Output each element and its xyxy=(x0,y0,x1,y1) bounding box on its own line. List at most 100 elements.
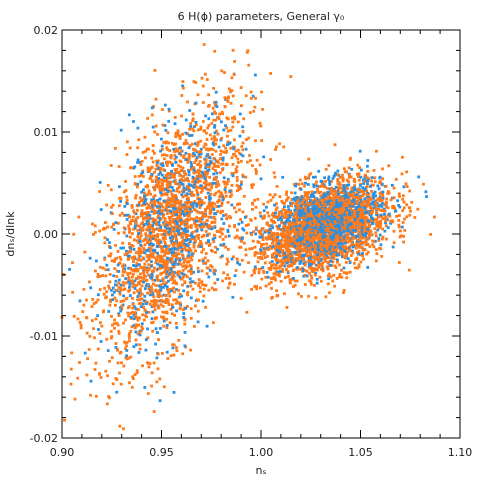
blue-point xyxy=(240,220,244,224)
blue-point xyxy=(325,212,329,216)
blue-point xyxy=(188,277,192,281)
orange-point xyxy=(331,252,334,255)
orange-point xyxy=(151,220,155,223)
orange-point xyxy=(308,250,312,254)
orange-point xyxy=(104,221,107,224)
orange-point xyxy=(225,257,229,261)
blue-point xyxy=(162,176,166,180)
blue-point xyxy=(181,209,184,213)
chart-title: 6 H(ϕ) parameters, General γ₀ xyxy=(178,10,345,23)
orange-point xyxy=(181,283,184,287)
orange-point xyxy=(155,159,159,163)
blue-point xyxy=(162,293,166,297)
blue-point xyxy=(99,340,103,343)
orange-point xyxy=(151,208,155,212)
orange-point xyxy=(154,299,158,302)
orange-point xyxy=(137,174,141,178)
orange-point xyxy=(182,188,186,192)
orange-point xyxy=(117,314,121,317)
orange-point xyxy=(231,116,234,120)
blue-point xyxy=(254,227,258,231)
orange-point xyxy=(184,141,188,145)
blue-point xyxy=(295,226,299,230)
blue-point xyxy=(105,263,109,267)
orange-point xyxy=(237,236,241,240)
orange-point xyxy=(333,264,337,268)
blue-point xyxy=(168,248,172,251)
orange-point xyxy=(134,269,138,273)
orange-point xyxy=(360,246,364,249)
orange-point xyxy=(205,272,209,276)
orange-point xyxy=(259,256,262,260)
orange-point xyxy=(376,224,379,228)
blue-point xyxy=(143,287,147,290)
orange-point xyxy=(238,208,241,212)
orange-point xyxy=(147,253,150,257)
blue-point xyxy=(211,112,214,116)
orange-point xyxy=(352,261,356,265)
orange-point xyxy=(293,240,297,244)
orange-point xyxy=(213,217,217,221)
blue-point xyxy=(320,257,323,261)
blue-point xyxy=(144,284,148,288)
orange-point xyxy=(187,197,190,200)
orange-point xyxy=(198,290,202,294)
orange-point xyxy=(191,180,194,184)
blue-point xyxy=(363,207,367,210)
orange-point xyxy=(138,343,142,347)
orange-point xyxy=(169,156,173,160)
orange-point xyxy=(136,250,140,254)
orange-point xyxy=(233,282,236,286)
orange-point xyxy=(319,211,322,214)
blue-point xyxy=(293,196,297,200)
orange-point xyxy=(161,161,164,165)
blue-point xyxy=(382,207,386,211)
orange-point xyxy=(195,174,199,178)
orange-point xyxy=(286,242,289,246)
orange-point xyxy=(109,298,112,302)
orange-point xyxy=(234,149,238,153)
orange-point xyxy=(386,206,390,210)
blue-point xyxy=(173,262,176,266)
blue-point xyxy=(164,129,168,132)
orange-point xyxy=(226,134,229,138)
orange-point xyxy=(226,286,230,290)
orange-point xyxy=(266,255,269,258)
orange-point xyxy=(401,221,405,224)
orange-point xyxy=(384,215,388,219)
orange-point xyxy=(236,203,239,206)
orange-point xyxy=(223,71,226,74)
orange-point xyxy=(158,218,162,222)
orange-point xyxy=(180,234,184,237)
orange-point xyxy=(271,195,275,199)
blue-point xyxy=(334,197,338,201)
orange-point xyxy=(282,216,286,219)
blue-point xyxy=(125,349,129,352)
orange-point xyxy=(131,281,135,284)
blue-point xyxy=(366,164,369,168)
orange-point xyxy=(173,205,177,208)
orange-point xyxy=(253,216,257,220)
blue-point xyxy=(343,241,347,245)
orange-point xyxy=(205,206,209,210)
orange-point xyxy=(181,264,185,268)
blue-point xyxy=(389,221,392,225)
orange-point xyxy=(337,275,341,279)
blue-point xyxy=(122,246,125,250)
blue-point xyxy=(156,199,159,202)
blue-point xyxy=(117,278,121,282)
orange-point xyxy=(153,228,157,231)
orange-point xyxy=(236,228,239,232)
orange-point xyxy=(167,201,171,205)
orange-point xyxy=(279,233,283,237)
orange-point xyxy=(272,263,276,266)
orange-point xyxy=(385,197,388,201)
blue-point xyxy=(139,228,142,232)
orange-point xyxy=(140,174,143,177)
orange-point xyxy=(174,322,178,325)
orange-point xyxy=(289,238,293,241)
orange-point xyxy=(294,232,297,236)
orange-point xyxy=(300,248,303,251)
blue-point xyxy=(226,228,230,232)
orange-point xyxy=(135,239,139,243)
